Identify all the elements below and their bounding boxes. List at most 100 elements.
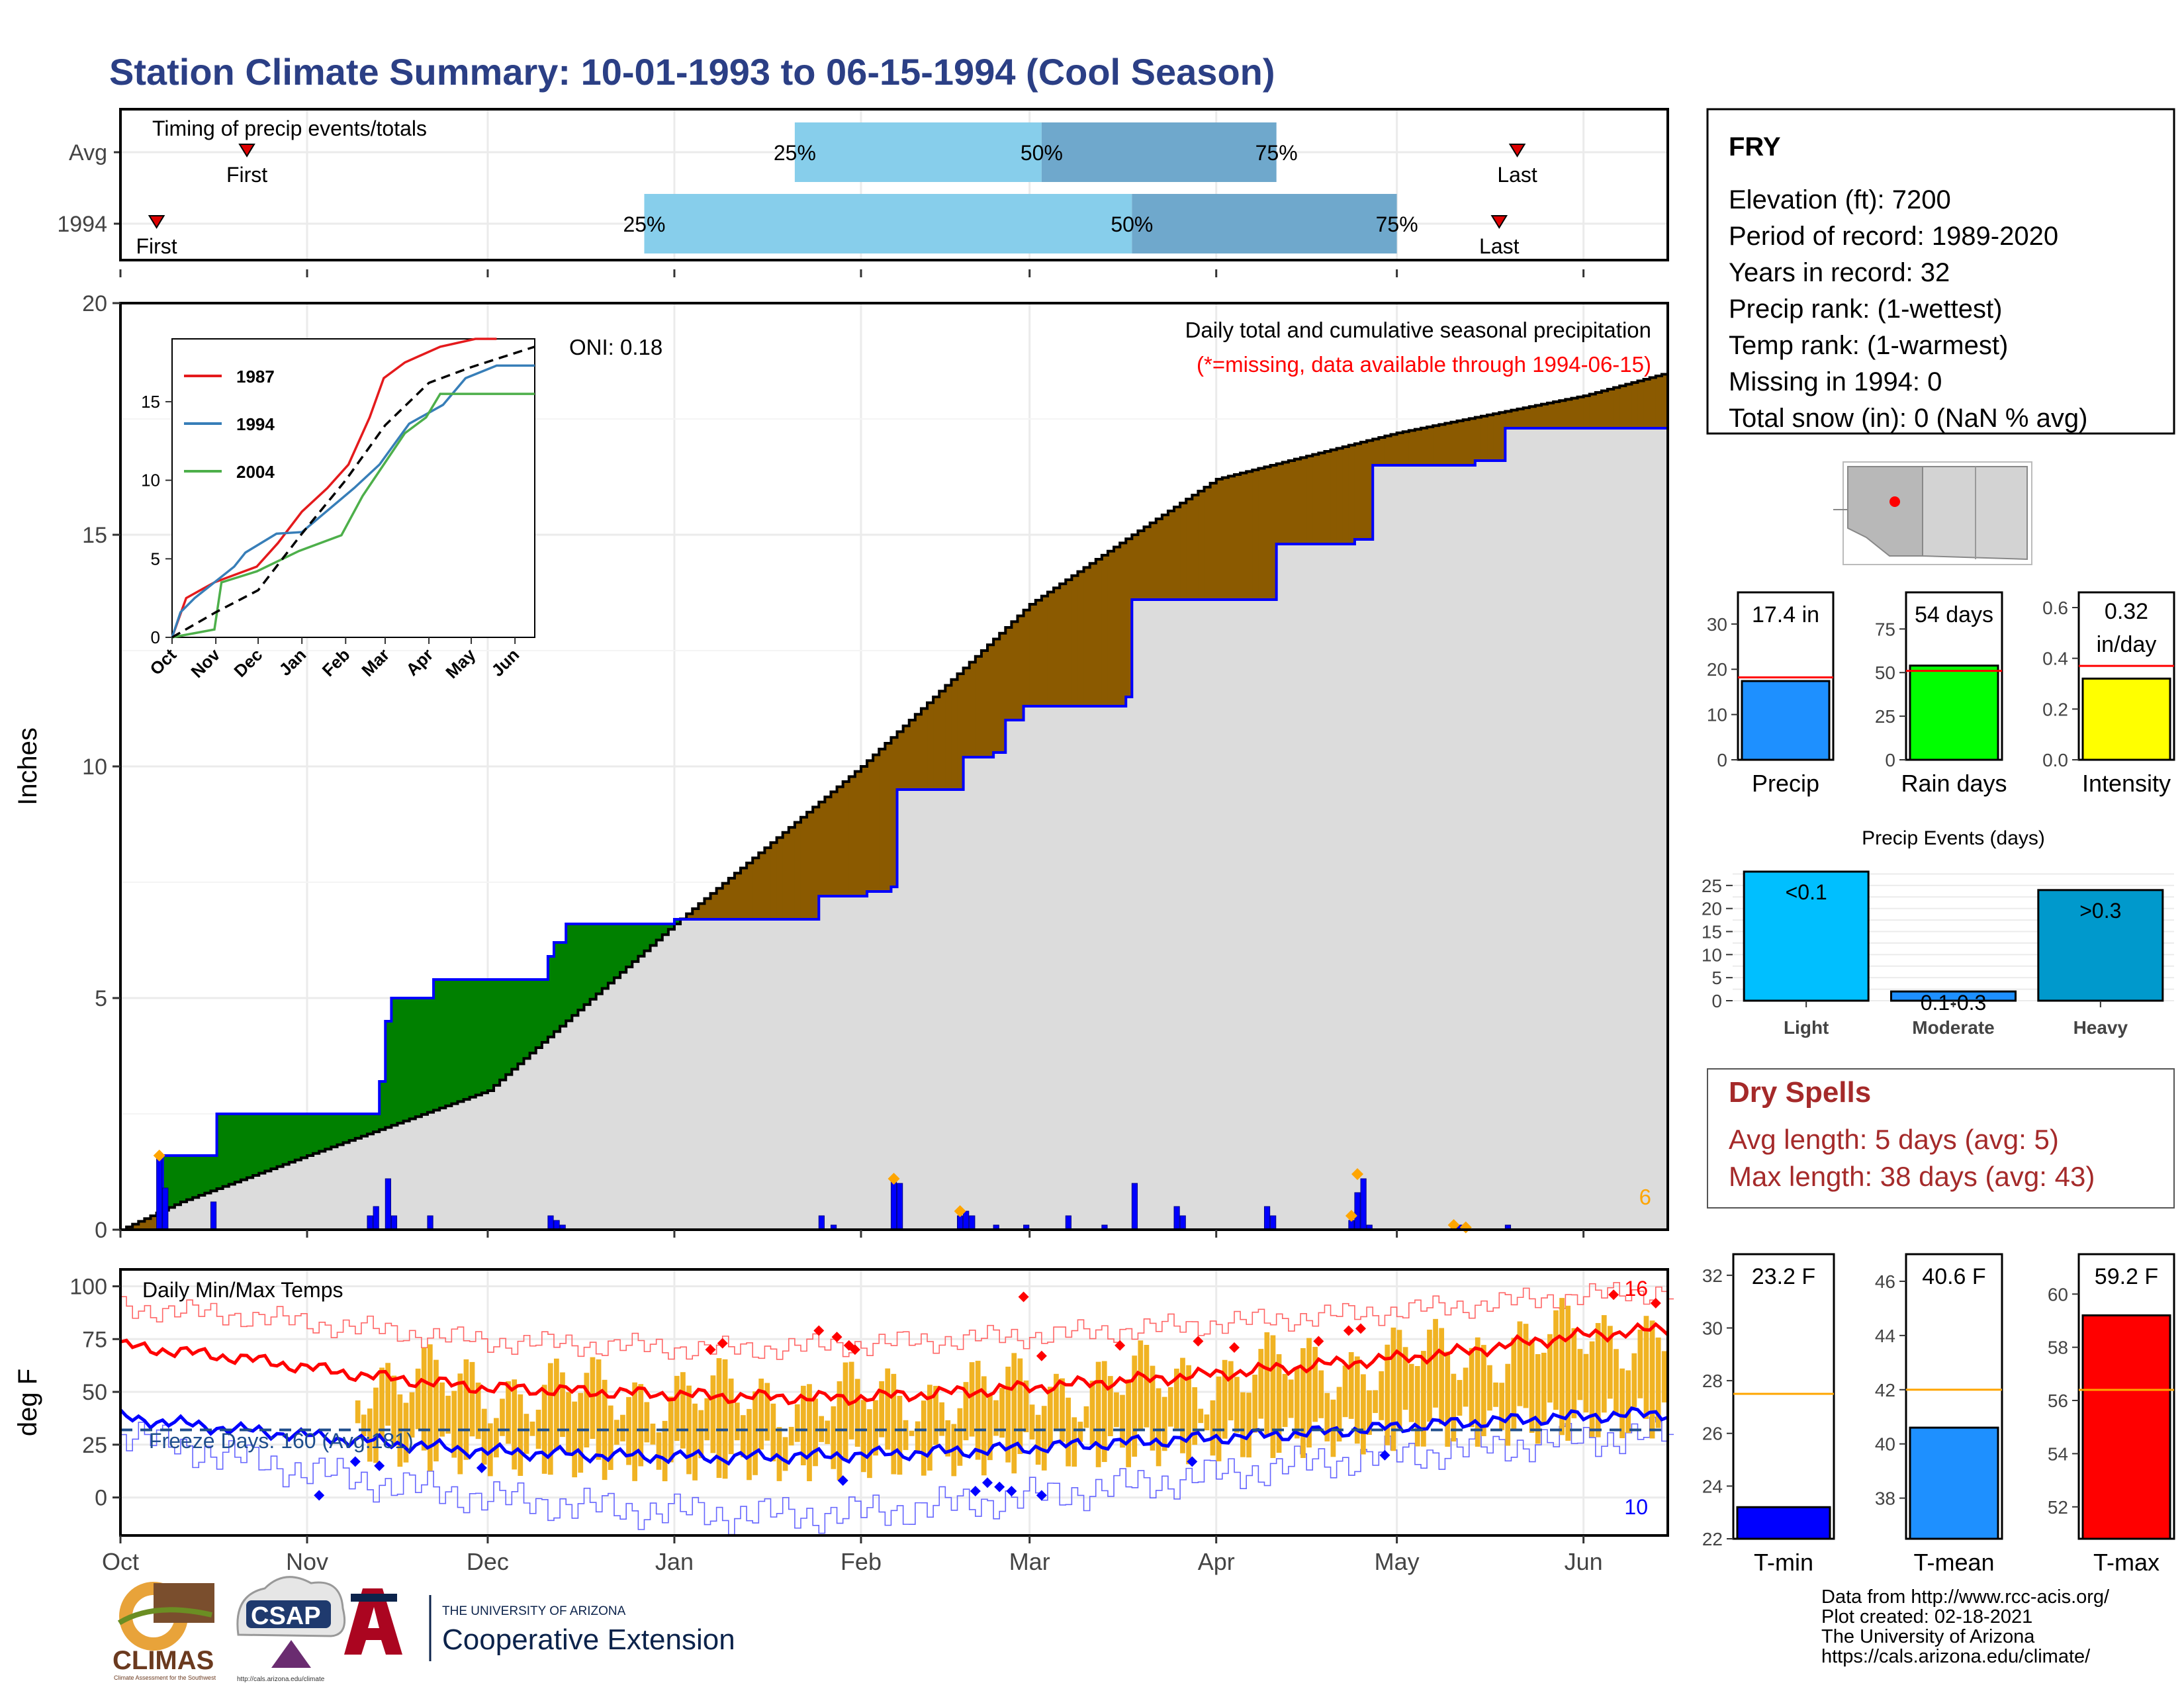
daily-precip-bar [1263, 1206, 1271, 1230]
below-avg-ribbon [999, 633, 1006, 753]
daily-temp-bar [1583, 1353, 1589, 1413]
event-bar-heavy [2037, 889, 2164, 1002]
below-avg-ribbon [1385, 435, 1392, 465]
station-info-box: FRY Elevation (ft): 7200 Period of recor… [1706, 108, 2175, 435]
daily-temp-bar [403, 1402, 409, 1463]
dry-spells-title: Dry Spells [1729, 1076, 1871, 1109]
daily-temp-bar [1408, 1363, 1414, 1422]
daily-temp-bar [1385, 1344, 1390, 1445]
daily-temp-bar [1505, 1363, 1511, 1446]
daily-temp-bar [608, 1405, 614, 1470]
daily-temp-bar [1054, 1373, 1059, 1430]
record-min-line [120, 1416, 1674, 1535]
event-category-label: Heavy [2073, 1017, 2128, 1038]
record-high-marker [1355, 1323, 1367, 1334]
timing-p75-label: 75% [1376, 212, 1418, 236]
above-avg-ribbon [572, 924, 578, 1016]
below-avg-ribbon [1300, 457, 1307, 544]
record-low-count: 10 [1624, 1495, 1648, 1519]
daily-temp-bar [650, 1423, 656, 1445]
above-avg-ribbon [614, 924, 621, 978]
record-high-marker [1608, 1289, 1619, 1301]
below-avg-ribbon [848, 776, 856, 896]
precip-highlight-point [1447, 1219, 1460, 1231]
daily-temp-bar [512, 1379, 518, 1470]
daily-temp-bar [1475, 1337, 1480, 1447]
intensity-bar-chart: 0.0 0.2 0.4 0.6 0.32 in/day Intensity [2042, 591, 2175, 797]
daily-temp-bar [867, 1409, 872, 1479]
month-tick-label: Jan [655, 1548, 694, 1575]
daily-temp-bar [686, 1385, 692, 1475]
below-avg-ribbon [764, 847, 772, 919]
above-avg-ribbon [578, 924, 584, 1011]
daily-temp-bar [379, 1367, 385, 1440]
below-avg-ribbon [1234, 475, 1241, 600]
daily-temp-bar [1649, 1320, 1655, 1439]
daily-precip-bar [162, 1187, 169, 1230]
above-avg-ribbon [168, 1156, 175, 1208]
below-avg-ribbon [1228, 476, 1235, 600]
daily-precip-bar [1354, 1192, 1361, 1230]
below-avg-ribbon [879, 749, 886, 891]
timing-p75-label: 75% [1255, 141, 1298, 165]
daily-temp-bar [1655, 1337, 1661, 1428]
page-title: Station Climate Summary: 10-01-1993 to 0… [109, 51, 1275, 93]
below-avg-ribbon [1535, 405, 1542, 428]
daily-temp-bar [373, 1387, 379, 1463]
record-high-marker [831, 1332, 842, 1343]
below-avg-ribbon [807, 812, 813, 919]
record-low-marker [837, 1475, 848, 1486]
below-avg-ribbon [1035, 600, 1042, 706]
daily-temp-bar [1445, 1351, 1451, 1447]
month-tick-label: May [1375, 1548, 1420, 1575]
below-avg-ribbon [939, 691, 946, 790]
bar-category-label: Precip [1752, 770, 1819, 797]
below-avg-ribbon [1210, 483, 1217, 600]
daily-temp-bar [1270, 1335, 1276, 1458]
daily-temp-bar [1529, 1340, 1535, 1433]
daily-temp-bar [1553, 1310, 1559, 1410]
daily-temp-bar [1637, 1329, 1643, 1398]
above-avg-ribbon [205, 1156, 211, 1193]
above-avg-ribbon [234, 1114, 242, 1182]
daily-temp-bar [433, 1359, 439, 1462]
timing-first-marker [238, 144, 255, 158]
record-high-marker [705, 1344, 716, 1355]
csap-logo-url: http://cals.arizona.edu/climate [237, 1676, 325, 1683]
below-avg-ribbon [885, 743, 891, 891]
precip-ytick-label: 15 [82, 523, 107, 548]
daily-temp-bar [1041, 1406, 1047, 1471]
daily-temp-bar [734, 1402, 740, 1441]
daily-temp-bar [1186, 1365, 1191, 1465]
below-avg-ribbon [819, 801, 825, 896]
below-avg-ribbon [1390, 434, 1398, 465]
below-avg-ribbon [1095, 559, 1103, 706]
below-avg-ribbon [1089, 563, 1097, 706]
daily-temp-bar [638, 1384, 644, 1467]
below-avg-ribbon [1126, 539, 1132, 697]
below-avg-ribbon [963, 668, 970, 757]
inset-legend-label: 2004 [236, 462, 275, 482]
daily-temp-bar [848, 1361, 854, 1440]
below-avg-ribbon [782, 832, 790, 919]
below-avg-ribbon [1408, 430, 1416, 465]
daily-temp-bar [728, 1378, 734, 1455]
below-avg-ribbon [957, 674, 964, 790]
daily-temp-bar [1312, 1347, 1318, 1422]
daily-temp-bar [475, 1383, 481, 1440]
bar-ytick-label: 56 [2048, 1391, 2068, 1411]
bar-category-label: T-mean [1913, 1549, 1994, 1576]
daily-temp-bar [891, 1373, 897, 1475]
below-avg-ribbon [1475, 417, 1482, 461]
above-avg-ribbon [500, 980, 506, 1080]
above-avg-ribbon [379, 1081, 386, 1130]
station-line: Missing in 1994: 0 [1729, 367, 1942, 396]
daily-precip-bar [897, 1183, 903, 1230]
bar-ytick-label: 38 [1875, 1488, 1895, 1509]
temp-ytick-label: 50 [82, 1380, 107, 1405]
bar-ytick-label: 52 [2048, 1497, 2068, 1518]
above-avg-ribbon [445, 980, 452, 1106]
below-avg-ribbon [1601, 390, 1608, 428]
timing-p50-label: 50% [1021, 141, 1063, 165]
below-avg-ribbon [1294, 459, 1301, 544]
